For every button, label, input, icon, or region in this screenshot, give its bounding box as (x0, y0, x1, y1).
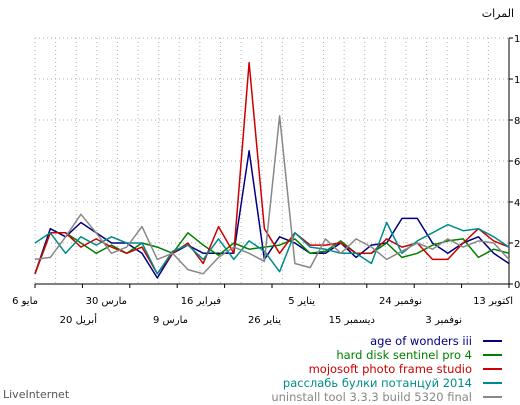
y-tick-label: 2 (514, 239, 520, 250)
series-line (34, 150, 510, 279)
series-line (34, 61, 510, 275)
legend-label: mojosoft photo frame studio (309, 362, 472, 376)
legend-label: uninstall tool 3.3.3 build 5320 final (271, 390, 472, 404)
x-tick-label: 13 اكتوبر (473, 296, 513, 307)
x-tick-label: 30 مارس (86, 296, 127, 307)
series-lines (34, 61, 510, 279)
series-line (34, 232, 510, 275)
x-tick-label: 5 يناير (288, 296, 315, 307)
y-axis-label: المرات (482, 7, 514, 20)
y-tick-label: 6 (514, 157, 520, 168)
y-tick-label: 8 (514, 116, 520, 127)
y-tick-label: 4 (514, 198, 520, 209)
footer-brand: LiveInternet (3, 388, 70, 401)
legend-label: hard disk sentinel pro 4 (336, 348, 472, 362)
x-tick-label: 20 أبريل (60, 313, 98, 326)
y-tick-label: 12 (514, 34, 520, 45)
y-tick-label: 10 (514, 75, 520, 86)
x-tick-label: 26 يناير (248, 315, 281, 326)
x-tick-label: 6 مايو (12, 296, 38, 307)
axes (34, 37, 513, 288)
x-tick-label: 3 نوفمبر (425, 315, 462, 326)
series-line (34, 115, 510, 275)
x-tick-label: 9 مارس (153, 315, 188, 326)
y-tick-label: 0 (514, 280, 520, 291)
x-tick-label: 24 نوفمبر (379, 296, 422, 307)
x-tick-label: 15 ديسمبر (329, 315, 375, 326)
legend-label: age of wonders iii (370, 334, 472, 348)
series-line (34, 221, 510, 275)
x-tick-label: 16 فبراير (181, 296, 222, 307)
x-tick-labels: 13 اكتوبر 24 نوفمبر 5 يناير 16 فبراير 30 مار… (12, 296, 513, 326)
y-tick-labels: 0 2 4 6 8 10 12 (514, 34, 520, 291)
legend-label: расслабь булки потанцуй 2014 (283, 376, 472, 390)
